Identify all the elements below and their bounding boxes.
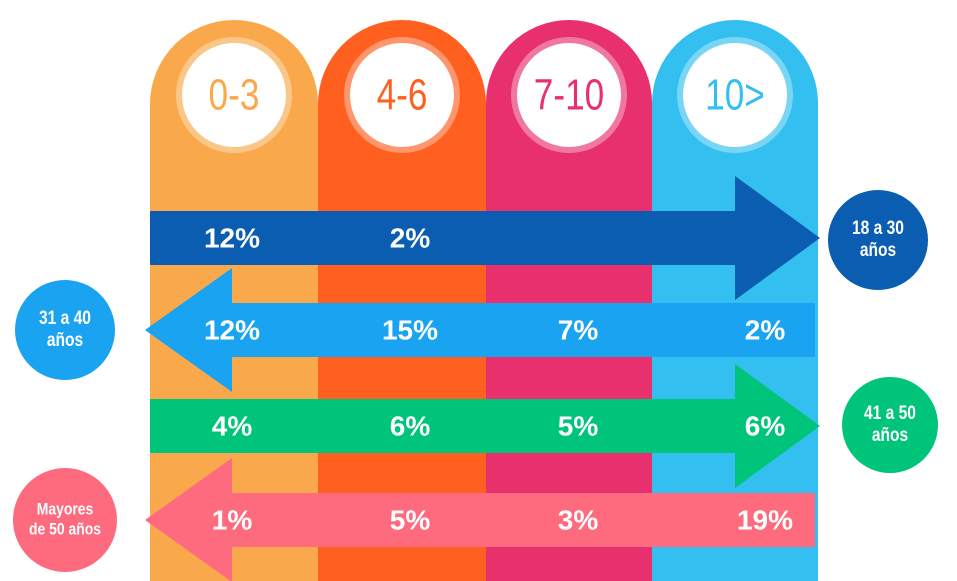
cell-value: 2% <box>745 314 786 345</box>
cell-value: 5% <box>558 410 599 441</box>
cell-value: 12% <box>204 314 260 345</box>
row-label: Mayores <box>37 500 94 519</box>
row-label: 41 a 50 <box>864 402 916 424</box>
arrow <box>150 364 820 488</box>
column-badge <box>182 43 286 147</box>
column-badge <box>350 43 454 147</box>
row-label: años <box>872 424 908 446</box>
column-label: 7-10 <box>534 71 604 120</box>
row-label: de 50 años <box>29 520 101 539</box>
row-label: 31 a 40 <box>39 307 91 329</box>
arrow <box>150 176 820 300</box>
row-badge <box>842 377 938 473</box>
cell-value: 12% <box>204 222 260 253</box>
row-label: años <box>860 239 896 261</box>
cell-value: 7% <box>558 314 599 345</box>
row-badge <box>13 468 117 572</box>
cell-value: 3% <box>558 504 599 535</box>
row-badge <box>15 280 115 380</box>
cell-value: 6% <box>745 410 786 441</box>
cell-value: 2% <box>390 222 431 253</box>
column-badge <box>683 43 787 147</box>
row-badge <box>828 190 928 290</box>
column-label: 10> <box>705 71 765 120</box>
cell-value: 19% <box>737 504 793 535</box>
arrow <box>145 268 815 392</box>
column-badge <box>517 43 621 147</box>
row-label: años <box>47 329 83 351</box>
column-label: 0-3 <box>209 71 260 120</box>
cell-value: 6% <box>390 410 431 441</box>
cell-value: 1% <box>212 504 253 535</box>
column-label: 4-6 <box>377 71 428 120</box>
cell-value: 5% <box>390 504 431 535</box>
row-label: 18 a 30 <box>852 217 904 239</box>
cell-value: 4% <box>212 410 253 441</box>
cell-value: 15% <box>382 314 438 345</box>
arrow <box>145 458 815 581</box>
